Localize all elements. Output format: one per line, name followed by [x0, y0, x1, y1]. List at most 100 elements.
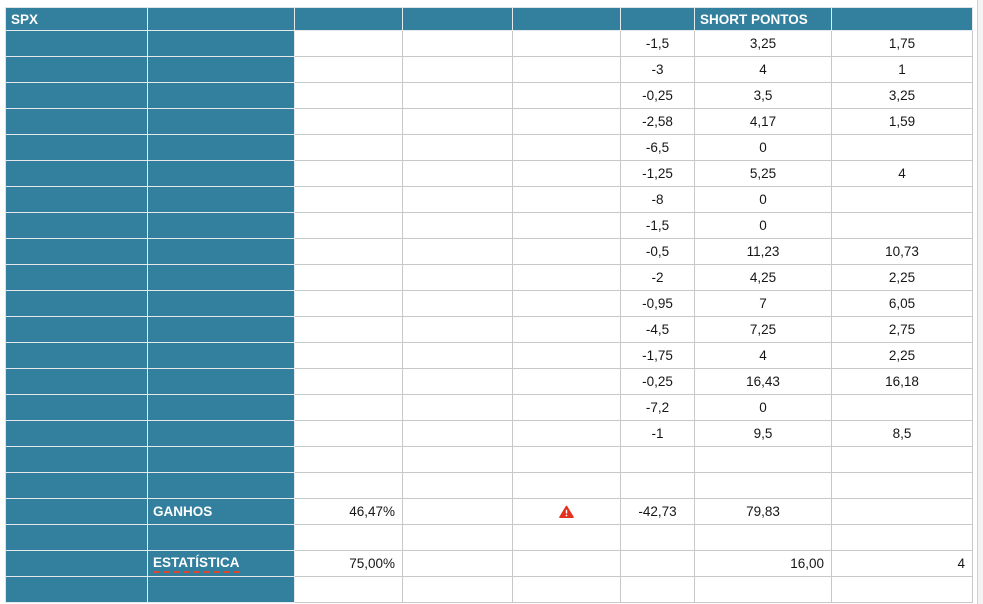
cell-r8c3[interactable]	[295, 187, 403, 213]
cell-r17c4[interactable]	[403, 421, 513, 447]
cell-r4c7[interactable]: 3,5	[695, 83, 832, 109]
cell-r12c8[interactable]: 6,05	[832, 291, 973, 317]
cell-r10c1[interactable]	[5, 239, 148, 265]
cell-r10c6[interactable]: -0,5	[621, 239, 695, 265]
cell-r20c4[interactable]	[403, 499, 513, 525]
ganhos-label-cell[interactable]: GANHOS	[148, 499, 295, 525]
cell-r6c5[interactable]	[513, 135, 621, 161]
cell-r17c2[interactable]	[148, 421, 295, 447]
cell-r12c4[interactable]	[403, 291, 513, 317]
cell-r6c3[interactable]	[295, 135, 403, 161]
cell-r8c5[interactable]	[513, 187, 621, 213]
cell-r19c2[interactable]	[148, 473, 295, 499]
cell-r18c5[interactable]	[513, 447, 621, 473]
cell-r2c1[interactable]	[5, 31, 148, 57]
cell-r14c6[interactable]: -1,75	[621, 343, 695, 369]
ganhos-gain-cell[interactable]: 79,83	[695, 499, 832, 525]
cell-r16c4[interactable]	[403, 395, 513, 421]
cell-r18c1[interactable]	[5, 447, 148, 473]
cell-r14c3[interactable]	[295, 343, 403, 369]
cell-r15c7[interactable]: 16,43	[695, 369, 832, 395]
cell-r8c1[interactable]	[5, 187, 148, 213]
cell-r3c5[interactable]	[513, 57, 621, 83]
cell-r11c1[interactable]	[5, 265, 148, 291]
cell-r2c7[interactable]: 3,25	[695, 31, 832, 57]
cell-r7c8[interactable]: 4	[832, 161, 973, 187]
cell-r7c2[interactable]	[148, 161, 295, 187]
cell-r23c1[interactable]	[5, 577, 148, 603]
ganhos-loss-cell[interactable]: -42,73	[621, 499, 695, 525]
cell-r11c7[interactable]: 4,25	[695, 265, 832, 291]
cell-r19c3[interactable]	[295, 473, 403, 499]
cell-r9c7[interactable]: 0	[695, 213, 832, 239]
cell-r7c7[interactable]: 5,25	[695, 161, 832, 187]
cell-r11c3[interactable]	[295, 265, 403, 291]
cell-r12c7[interactable]: 7	[695, 291, 832, 317]
cell-r9c6[interactable]: -1,5	[621, 213, 695, 239]
cell-r11c8[interactable]: 2,25	[832, 265, 973, 291]
cell-r6c1[interactable]	[5, 135, 148, 161]
cell-r6c6[interactable]: -6,5	[621, 135, 695, 161]
cell-r2c8[interactable]: 1,75	[832, 31, 973, 57]
cell-r3c7[interactable]: 4	[695, 57, 832, 83]
cell-r4c8[interactable]: 3,25	[832, 83, 973, 109]
cell-r20c8[interactable]	[832, 499, 973, 525]
cell-r15c1[interactable]	[5, 369, 148, 395]
cell-r5c1[interactable]	[5, 109, 148, 135]
cell-r21c6[interactable]	[621, 525, 695, 551]
cell-r18c8[interactable]	[832, 447, 973, 473]
cell-r18c6[interactable]	[621, 447, 695, 473]
cell-r23c5[interactable]	[513, 577, 621, 603]
cell-r5c7[interactable]: 4,17	[695, 109, 832, 135]
cell-r1c6[interactable]	[621, 7, 695, 31]
cell-r6c2[interactable]	[148, 135, 295, 161]
cell-r7c1[interactable]	[5, 161, 148, 187]
cell-r1c2[interactable]	[148, 7, 295, 31]
cell-r1c4[interactable]	[403, 7, 513, 31]
cell-r4c3[interactable]	[295, 83, 403, 109]
cell-r13c3[interactable]	[295, 317, 403, 343]
cell-r4c5[interactable]	[513, 83, 621, 109]
cell-r9c5[interactable]	[513, 213, 621, 239]
cell-r12c3[interactable]	[295, 291, 403, 317]
cell-r8c7[interactable]: 0	[695, 187, 832, 213]
cell-r18c3[interactable]	[295, 447, 403, 473]
cell-r10c2[interactable]	[148, 239, 295, 265]
cell-r3c3[interactable]	[295, 57, 403, 83]
cell-r15c4[interactable]	[403, 369, 513, 395]
cell-r9c3[interactable]	[295, 213, 403, 239]
ganhos-percent-cell[interactable]: 46,47%	[295, 499, 403, 525]
cell-r15c3[interactable]	[295, 369, 403, 395]
cell-r13c5[interactable]	[513, 317, 621, 343]
cell-r2c5[interactable]	[513, 31, 621, 57]
cell-r11c2[interactable]	[148, 265, 295, 291]
cell-r5c5[interactable]	[513, 109, 621, 135]
cell-r21c4[interactable]	[403, 525, 513, 551]
cell-r15c5[interactable]	[513, 369, 621, 395]
cell-r14c2[interactable]	[148, 343, 295, 369]
cell-r17c8[interactable]: 8,5	[832, 421, 973, 447]
cell-r7c6[interactable]: -1,25	[621, 161, 695, 187]
cell-r19c4[interactable]	[403, 473, 513, 499]
cell-r19c1[interactable]	[5, 473, 148, 499]
cell-r17c7[interactable]: 9,5	[695, 421, 832, 447]
cell-r6c4[interactable]	[403, 135, 513, 161]
cell-r6c8[interactable]	[832, 135, 973, 161]
cell-r21c7[interactable]	[695, 525, 832, 551]
cell-r16c1[interactable]	[5, 395, 148, 421]
cell-r22c6[interactable]	[621, 551, 695, 577]
cell-r22c5[interactable]	[513, 551, 621, 577]
spx-title-cell[interactable]: SPX	[5, 7, 148, 31]
cell-r3c6[interactable]: -3	[621, 57, 695, 83]
estatistica-value-cell[interactable]: 4	[832, 551, 973, 577]
cell-r15c8[interactable]: 16,18	[832, 369, 973, 395]
cell-r19c5[interactable]	[513, 473, 621, 499]
cell-r5c4[interactable]	[403, 109, 513, 135]
cell-r21c3[interactable]	[295, 525, 403, 551]
cell-r20c1[interactable]	[5, 499, 148, 525]
estatistica-percent-cell[interactable]: 75,00%	[295, 551, 403, 577]
short-pontos-header-cell[interactable]: SHORT PONTOS	[695, 7, 832, 31]
cell-r23c2[interactable]	[148, 577, 295, 603]
cell-r23c6[interactable]	[621, 577, 695, 603]
cell-r22c4[interactable]	[403, 551, 513, 577]
